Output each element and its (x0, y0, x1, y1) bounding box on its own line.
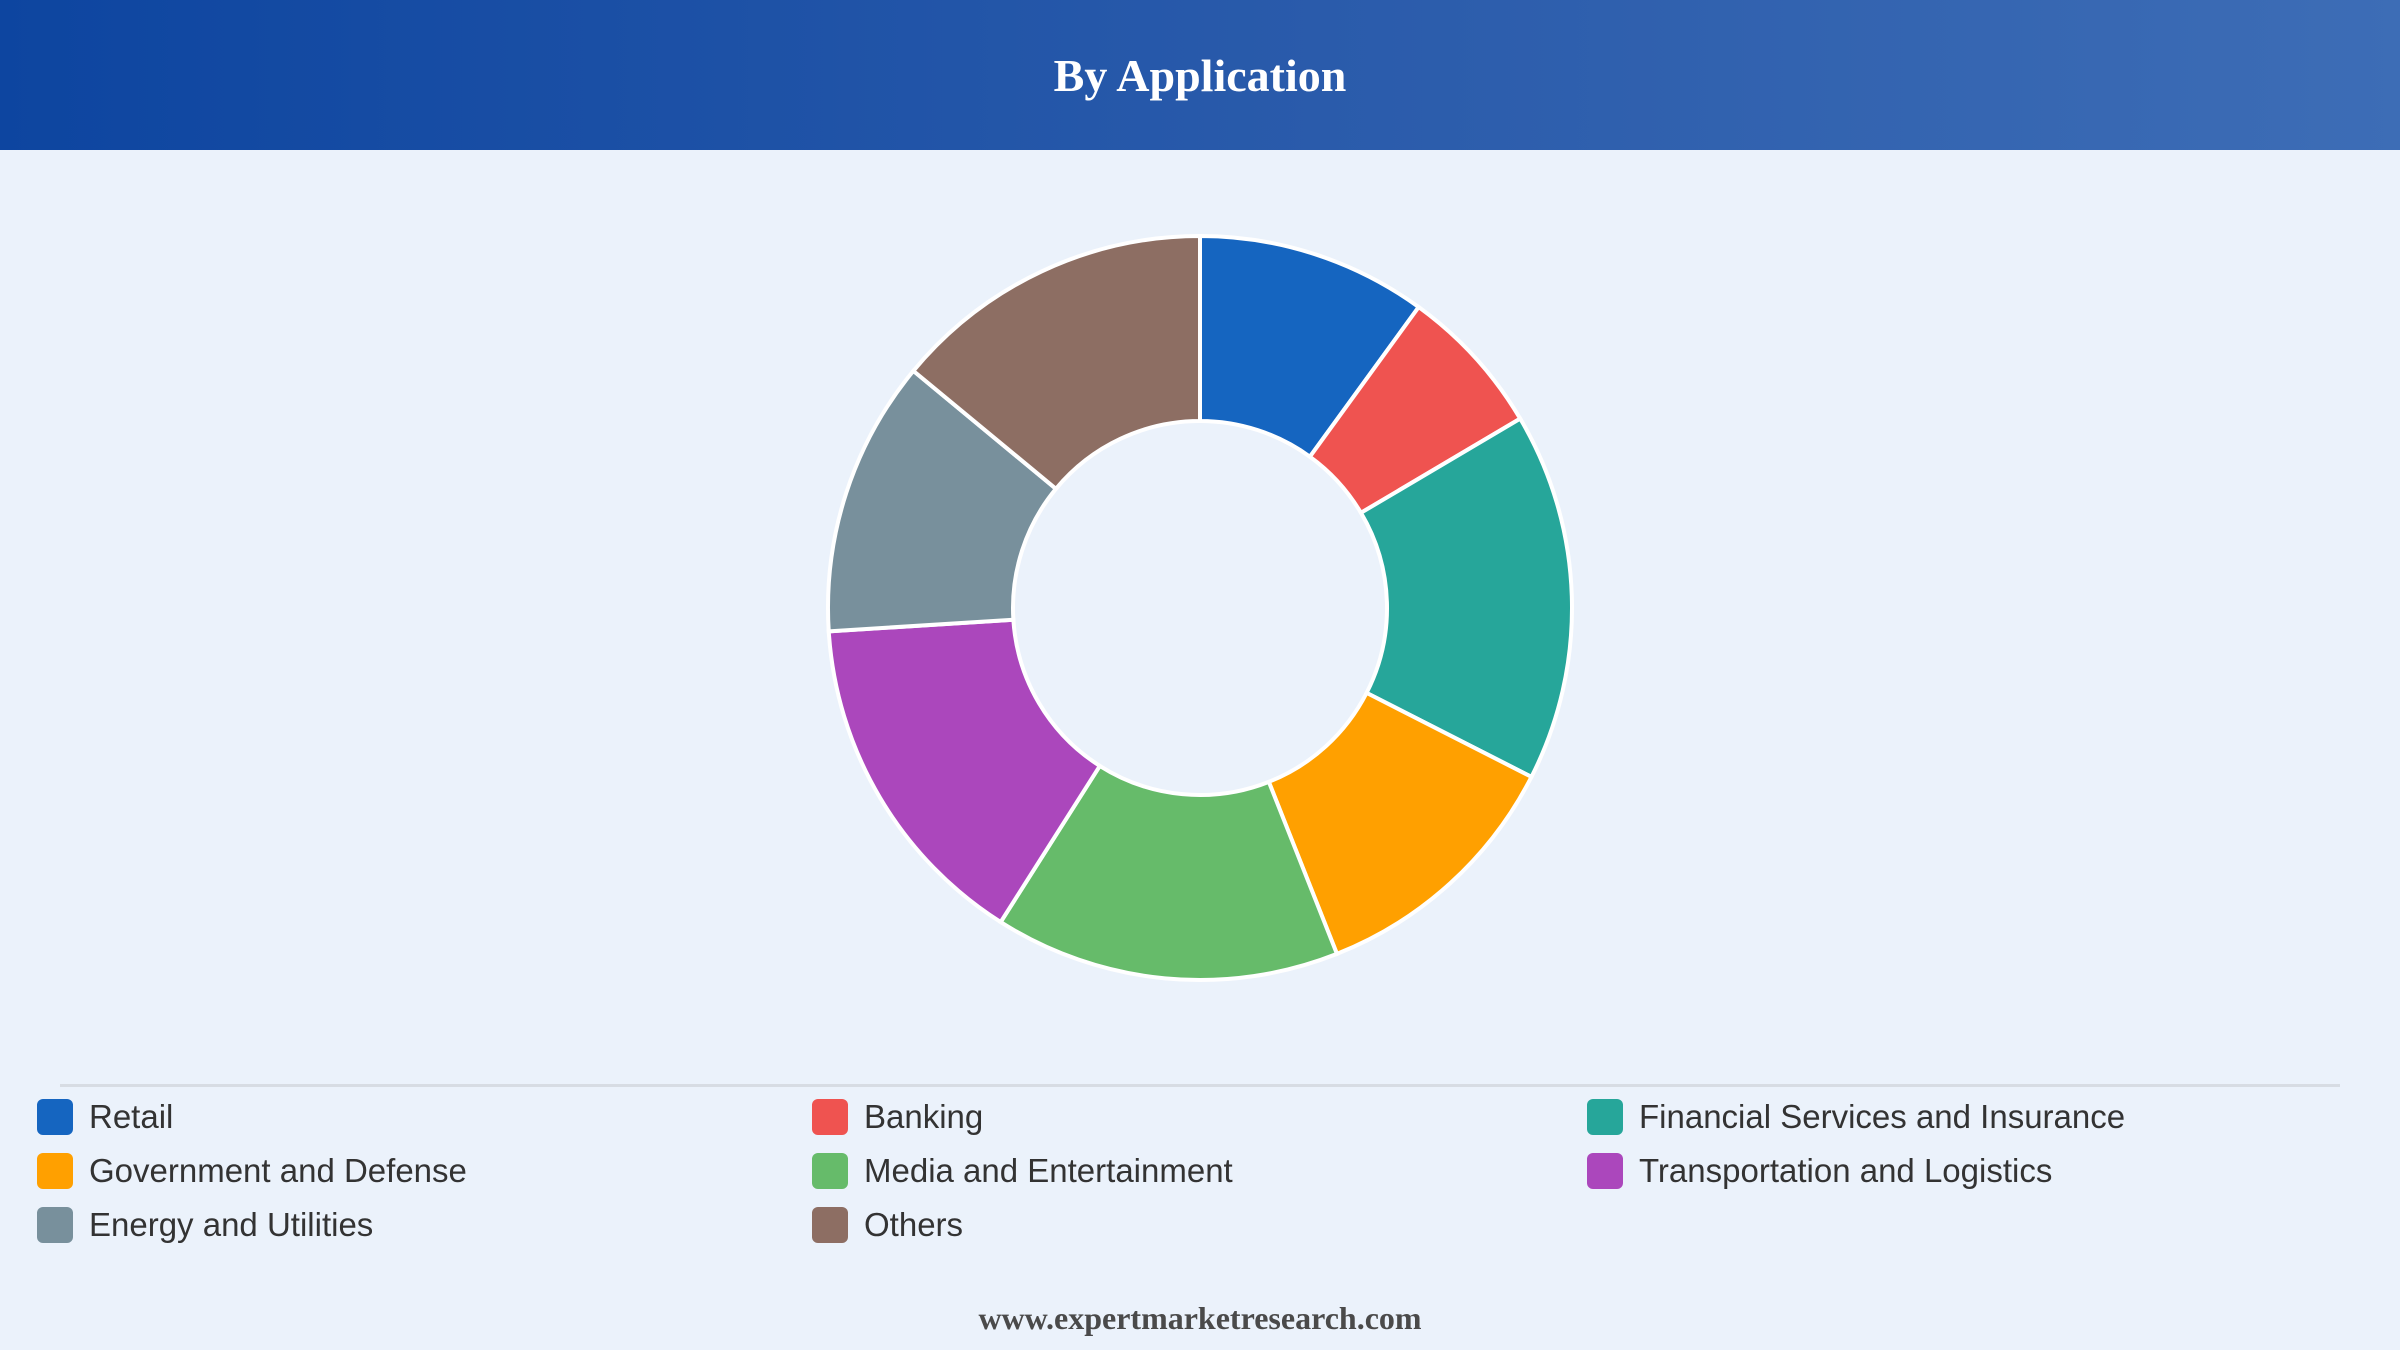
legend-swatch (1587, 1098, 1623, 1135)
legend-swatch (812, 1098, 848, 1135)
legend-swatch (1587, 1152, 1623, 1189)
legend-item[interactable]: Government and Defense (37, 1152, 812, 1189)
legend-divider (60, 1084, 2340, 1087)
legend-swatch (37, 1206, 73, 1243)
slice-others[interactable] (910, 233, 1202, 492)
slice-government-and-defense[interactable] (1266, 690, 1535, 957)
chart-area (0, 150, 2400, 1080)
legend-item[interactable]: Retail (37, 1098, 812, 1135)
chart-header: By Application (0, 0, 2400, 150)
legend-label: Banking (864, 1097, 984, 1135)
legend-swatch (812, 1152, 848, 1189)
legend-swatch (37, 1152, 73, 1189)
slice-energy-and-utilities[interactable] (826, 368, 1059, 634)
legend-label: Retail (89, 1097, 174, 1135)
legend-label: Others (864, 1205, 964, 1243)
legend-item[interactable]: Banking (812, 1098, 1587, 1135)
legend-item[interactable]: Media and Entertainment (812, 1152, 1587, 1189)
legend-swatch (812, 1206, 848, 1243)
source-url: www.expertmarketresearch.com (978, 1300, 1422, 1336)
legend-label: Transportation and Logistics (1639, 1151, 2053, 1189)
legend-label: Media and Entertainment (864, 1151, 1233, 1189)
legend-item[interactable]: Energy and Utilities (37, 1206, 812, 1243)
slice-financial-services-and-insurance[interactable] (1358, 415, 1574, 780)
slice-media-and-entertainment[interactable] (997, 763, 1340, 982)
legend-label: Energy and Utilities (89, 1205, 374, 1243)
chart-title: By Application (1053, 49, 1347, 101)
chart-legend: Retail Banking Financial Services and Insu… (37, 1098, 2377, 1243)
legend-label: Government and Defense (89, 1151, 467, 1189)
legend-item[interactable]: Transportation and Logistics (1587, 1152, 2362, 1189)
legend-label: Financial Services and Insurance (1639, 1097, 2126, 1135)
legend-swatch (37, 1098, 73, 1135)
slice-transportation-and-logistics[interactable] (826, 617, 1103, 925)
legend-item[interactable]: Financial Services and Insurance (1587, 1098, 2362, 1135)
legend-item[interactable]: Others (812, 1206, 1587, 1243)
donut-chart (826, 233, 1574, 982)
